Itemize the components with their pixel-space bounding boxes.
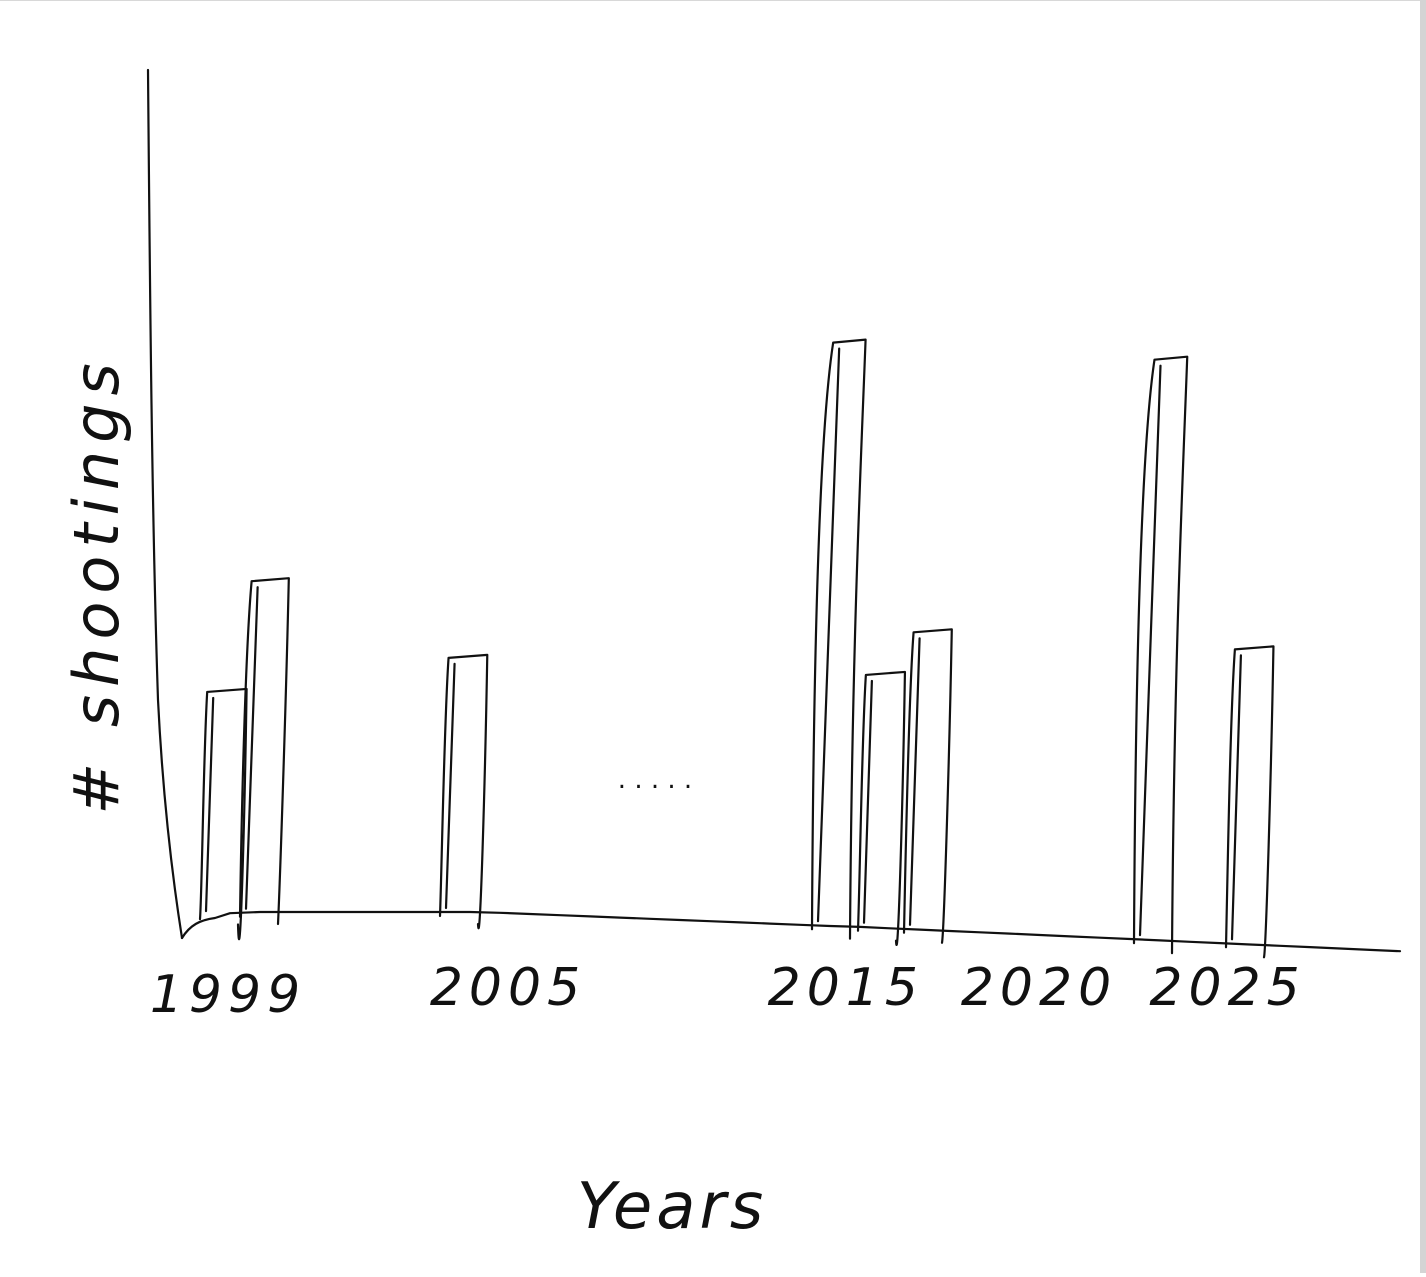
x-axis-line xyxy=(180,910,1402,953)
x-tick-label-2020: 2020 xyxy=(961,958,1117,1018)
bar-1999 xyxy=(198,687,248,941)
bar-2024 xyxy=(1224,645,1275,959)
x-tick-label-2025: 2025 xyxy=(1149,958,1305,1018)
bar-2024-inner-stroke xyxy=(1230,654,1243,941)
bar-2017-inner-stroke xyxy=(908,637,921,926)
bar-2005 xyxy=(438,653,489,930)
x-tick-label-1999: 1999 xyxy=(150,965,306,1025)
bar-2016-inner-stroke xyxy=(862,679,873,924)
bar-2022-inner-stroke xyxy=(1138,364,1162,937)
axes xyxy=(146,68,1402,953)
x-tick-label-2005: 2005 xyxy=(430,958,586,1018)
y-axis-line xyxy=(146,68,184,940)
bar-2017 xyxy=(902,628,953,944)
bar-2016 xyxy=(856,670,907,946)
bar-2022 xyxy=(1132,355,1189,955)
bar-2015-inner-stroke xyxy=(816,347,841,923)
bar-2015 xyxy=(810,338,867,940)
x-axis-label: Years xyxy=(577,1170,767,1244)
bars xyxy=(198,338,1275,959)
y-axis-label: # shootings xyxy=(60,355,133,815)
axis-break-marker: . . . . . xyxy=(618,765,692,795)
labels: # shootings Years . . . . . 1999 2005 2015… xyxy=(60,355,1305,1244)
window-top-border xyxy=(0,0,1426,1)
bar-2000-inner-stroke xyxy=(244,586,259,910)
bar-2005-inner-stroke xyxy=(444,662,456,910)
bar-1999-inner-stroke xyxy=(204,696,215,913)
x-tick-label-2015: 2015 xyxy=(768,958,924,1018)
bar-2000 xyxy=(238,577,290,926)
scrollbar-track[interactable] xyxy=(1420,0,1426,1273)
